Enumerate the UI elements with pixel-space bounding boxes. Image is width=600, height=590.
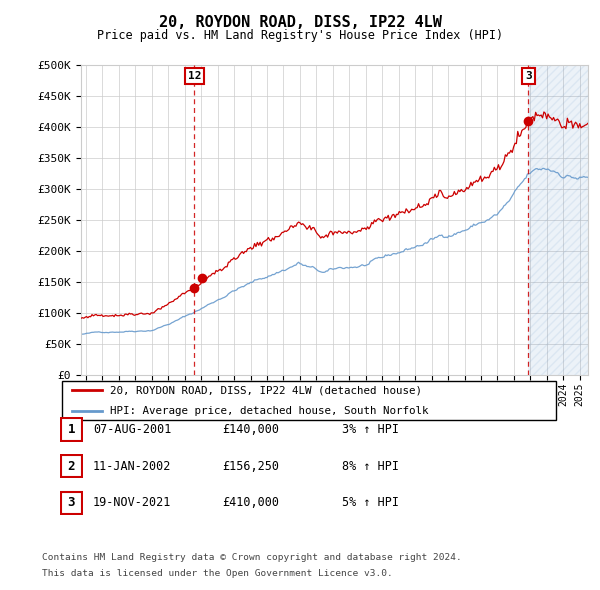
Text: 1: 1 — [68, 423, 75, 436]
Text: 3% ↑ HPI: 3% ↑ HPI — [342, 423, 399, 436]
Text: 11-JAN-2002: 11-JAN-2002 — [93, 460, 172, 473]
FancyBboxPatch shape — [61, 491, 82, 514]
Text: £156,250: £156,250 — [222, 460, 279, 473]
Text: 5% ↑ HPI: 5% ↑ HPI — [342, 496, 399, 509]
Text: 3: 3 — [525, 71, 532, 81]
Text: £410,000: £410,000 — [222, 496, 279, 509]
Text: £140,000: £140,000 — [222, 423, 279, 436]
Bar — [529, 65, 596, 375]
Text: 19-NOV-2021: 19-NOV-2021 — [93, 496, 172, 509]
FancyBboxPatch shape — [62, 381, 556, 420]
FancyBboxPatch shape — [61, 418, 82, 441]
Text: Contains HM Land Registry data © Crown copyright and database right 2024.: Contains HM Land Registry data © Crown c… — [42, 553, 462, 562]
Text: Price paid vs. HM Land Registry's House Price Index (HPI): Price paid vs. HM Land Registry's House … — [97, 30, 503, 42]
Text: 2: 2 — [68, 460, 75, 473]
Text: This data is licensed under the Open Government Licence v3.0.: This data is licensed under the Open Gov… — [42, 569, 393, 578]
Text: HPI: Average price, detached house, South Norfolk: HPI: Average price, detached house, Sout… — [110, 407, 428, 416]
FancyBboxPatch shape — [61, 455, 82, 477]
Text: 20, ROYDON ROAD, DISS, IP22 4LW: 20, ROYDON ROAD, DISS, IP22 4LW — [158, 15, 442, 30]
Text: 20, ROYDON ROAD, DISS, IP22 4LW (detached house): 20, ROYDON ROAD, DISS, IP22 4LW (detache… — [110, 385, 422, 395]
Text: 3: 3 — [68, 496, 75, 509]
Text: 8% ↑ HPI: 8% ↑ HPI — [342, 460, 399, 473]
Text: 12: 12 — [188, 71, 201, 81]
Text: 07-AUG-2001: 07-AUG-2001 — [93, 423, 172, 436]
